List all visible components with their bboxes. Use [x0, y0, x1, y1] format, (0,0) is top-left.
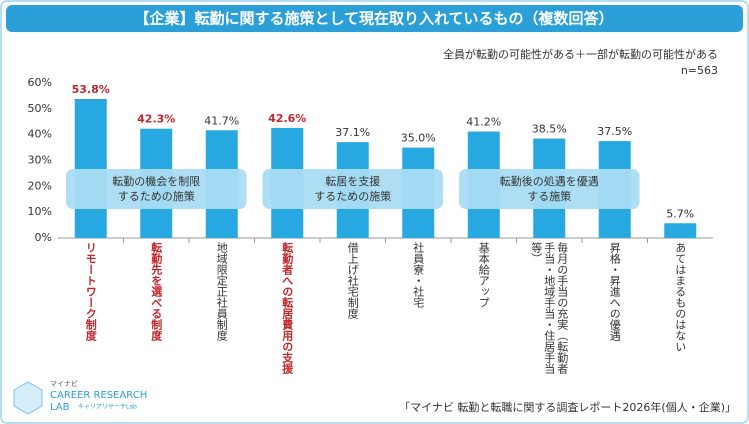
x-tick-label: 借上げ社宅制度	[346, 242, 360, 319]
x-tick-label: 昇格・昇進への優遇	[608, 242, 622, 341]
y-tick-label: 50%	[28, 102, 52, 115]
x-tick-label: 毎月の手当の充実（転勤者手当・地域手当・住居手当等）	[529, 242, 569, 374]
sample-size: n=563	[681, 64, 718, 77]
value-label: 35.0%	[401, 132, 436, 145]
logo-line2: LAB	[50, 402, 70, 413]
bar	[664, 223, 697, 238]
y-tick-label: 40%	[28, 128, 52, 141]
x-tick-label: 地域限定正社員制度	[215, 242, 229, 341]
annotation-text: するための施策	[314, 189, 391, 203]
annotation-box	[262, 169, 443, 209]
logo-brand: マイナビ	[50, 379, 78, 388]
annotation-box	[66, 169, 247, 209]
y-tick-label: 10%	[28, 205, 52, 218]
annotation-text: するための施策	[118, 189, 195, 203]
value-label: 42.3%	[137, 113, 175, 126]
bar	[74, 99, 107, 239]
title-banner	[6, 5, 743, 32]
value-label: 42.6%	[268, 112, 306, 125]
x-tick-label: 基本給アップ	[477, 242, 491, 308]
x-tick-label: リモートワーク制度	[84, 242, 98, 341]
value-label: 41.7%	[204, 114, 239, 127]
y-tick-label: 60%	[28, 76, 52, 89]
annotation-text: 転居を支援	[325, 174, 380, 188]
x-tick-label: 転勤者への転居費用の支援	[280, 242, 294, 374]
chart-title: 【企業】転勤に関する施策として現在取り入れているもの（複数回答）	[134, 10, 613, 28]
value-label: 5.7%	[666, 207, 694, 220]
logo: マイナビ CAREER RESEARCH LAB キャリアリサーチLab	[13, 379, 147, 415]
x-tick-label: 転勤先を選べる制度	[149, 242, 163, 341]
annotation-box	[459, 169, 640, 209]
logo-line1: CAREER RESEARCH	[50, 390, 147, 401]
annotation-text: 転勤の機会を制限	[112, 174, 200, 188]
value-label: 53.8%	[72, 83, 110, 96]
source: 「マイナビ 転勤と転職に関する調査レポート2026年(個人・企業)」	[399, 400, 736, 414]
value-label: 37.1%	[335, 126, 370, 139]
y-tick-label: 30%	[28, 154, 52, 167]
x-tick-label: あてはまるものはない	[673, 242, 687, 352]
value-label: 37.5%	[597, 125, 632, 138]
logo-mark	[13, 381, 43, 415]
annotation-text: 転勤後の処遇を優遇	[500, 174, 599, 188]
y-tick-label: 0%	[35, 231, 52, 244]
x-tick-label: 社員寮・社宅	[411, 242, 425, 308]
subtitle: 全員が転勤の可能性がある＋一部が転勤の可能性がある	[443, 47, 718, 61]
y-tick-label: 20%	[28, 179, 52, 192]
value-label: 38.5%	[532, 123, 567, 136]
annotation-text: する施策	[527, 189, 571, 203]
value-label: 41.2%	[466, 116, 501, 129]
logo-sub: キャリアリサーチLab	[78, 404, 137, 411]
